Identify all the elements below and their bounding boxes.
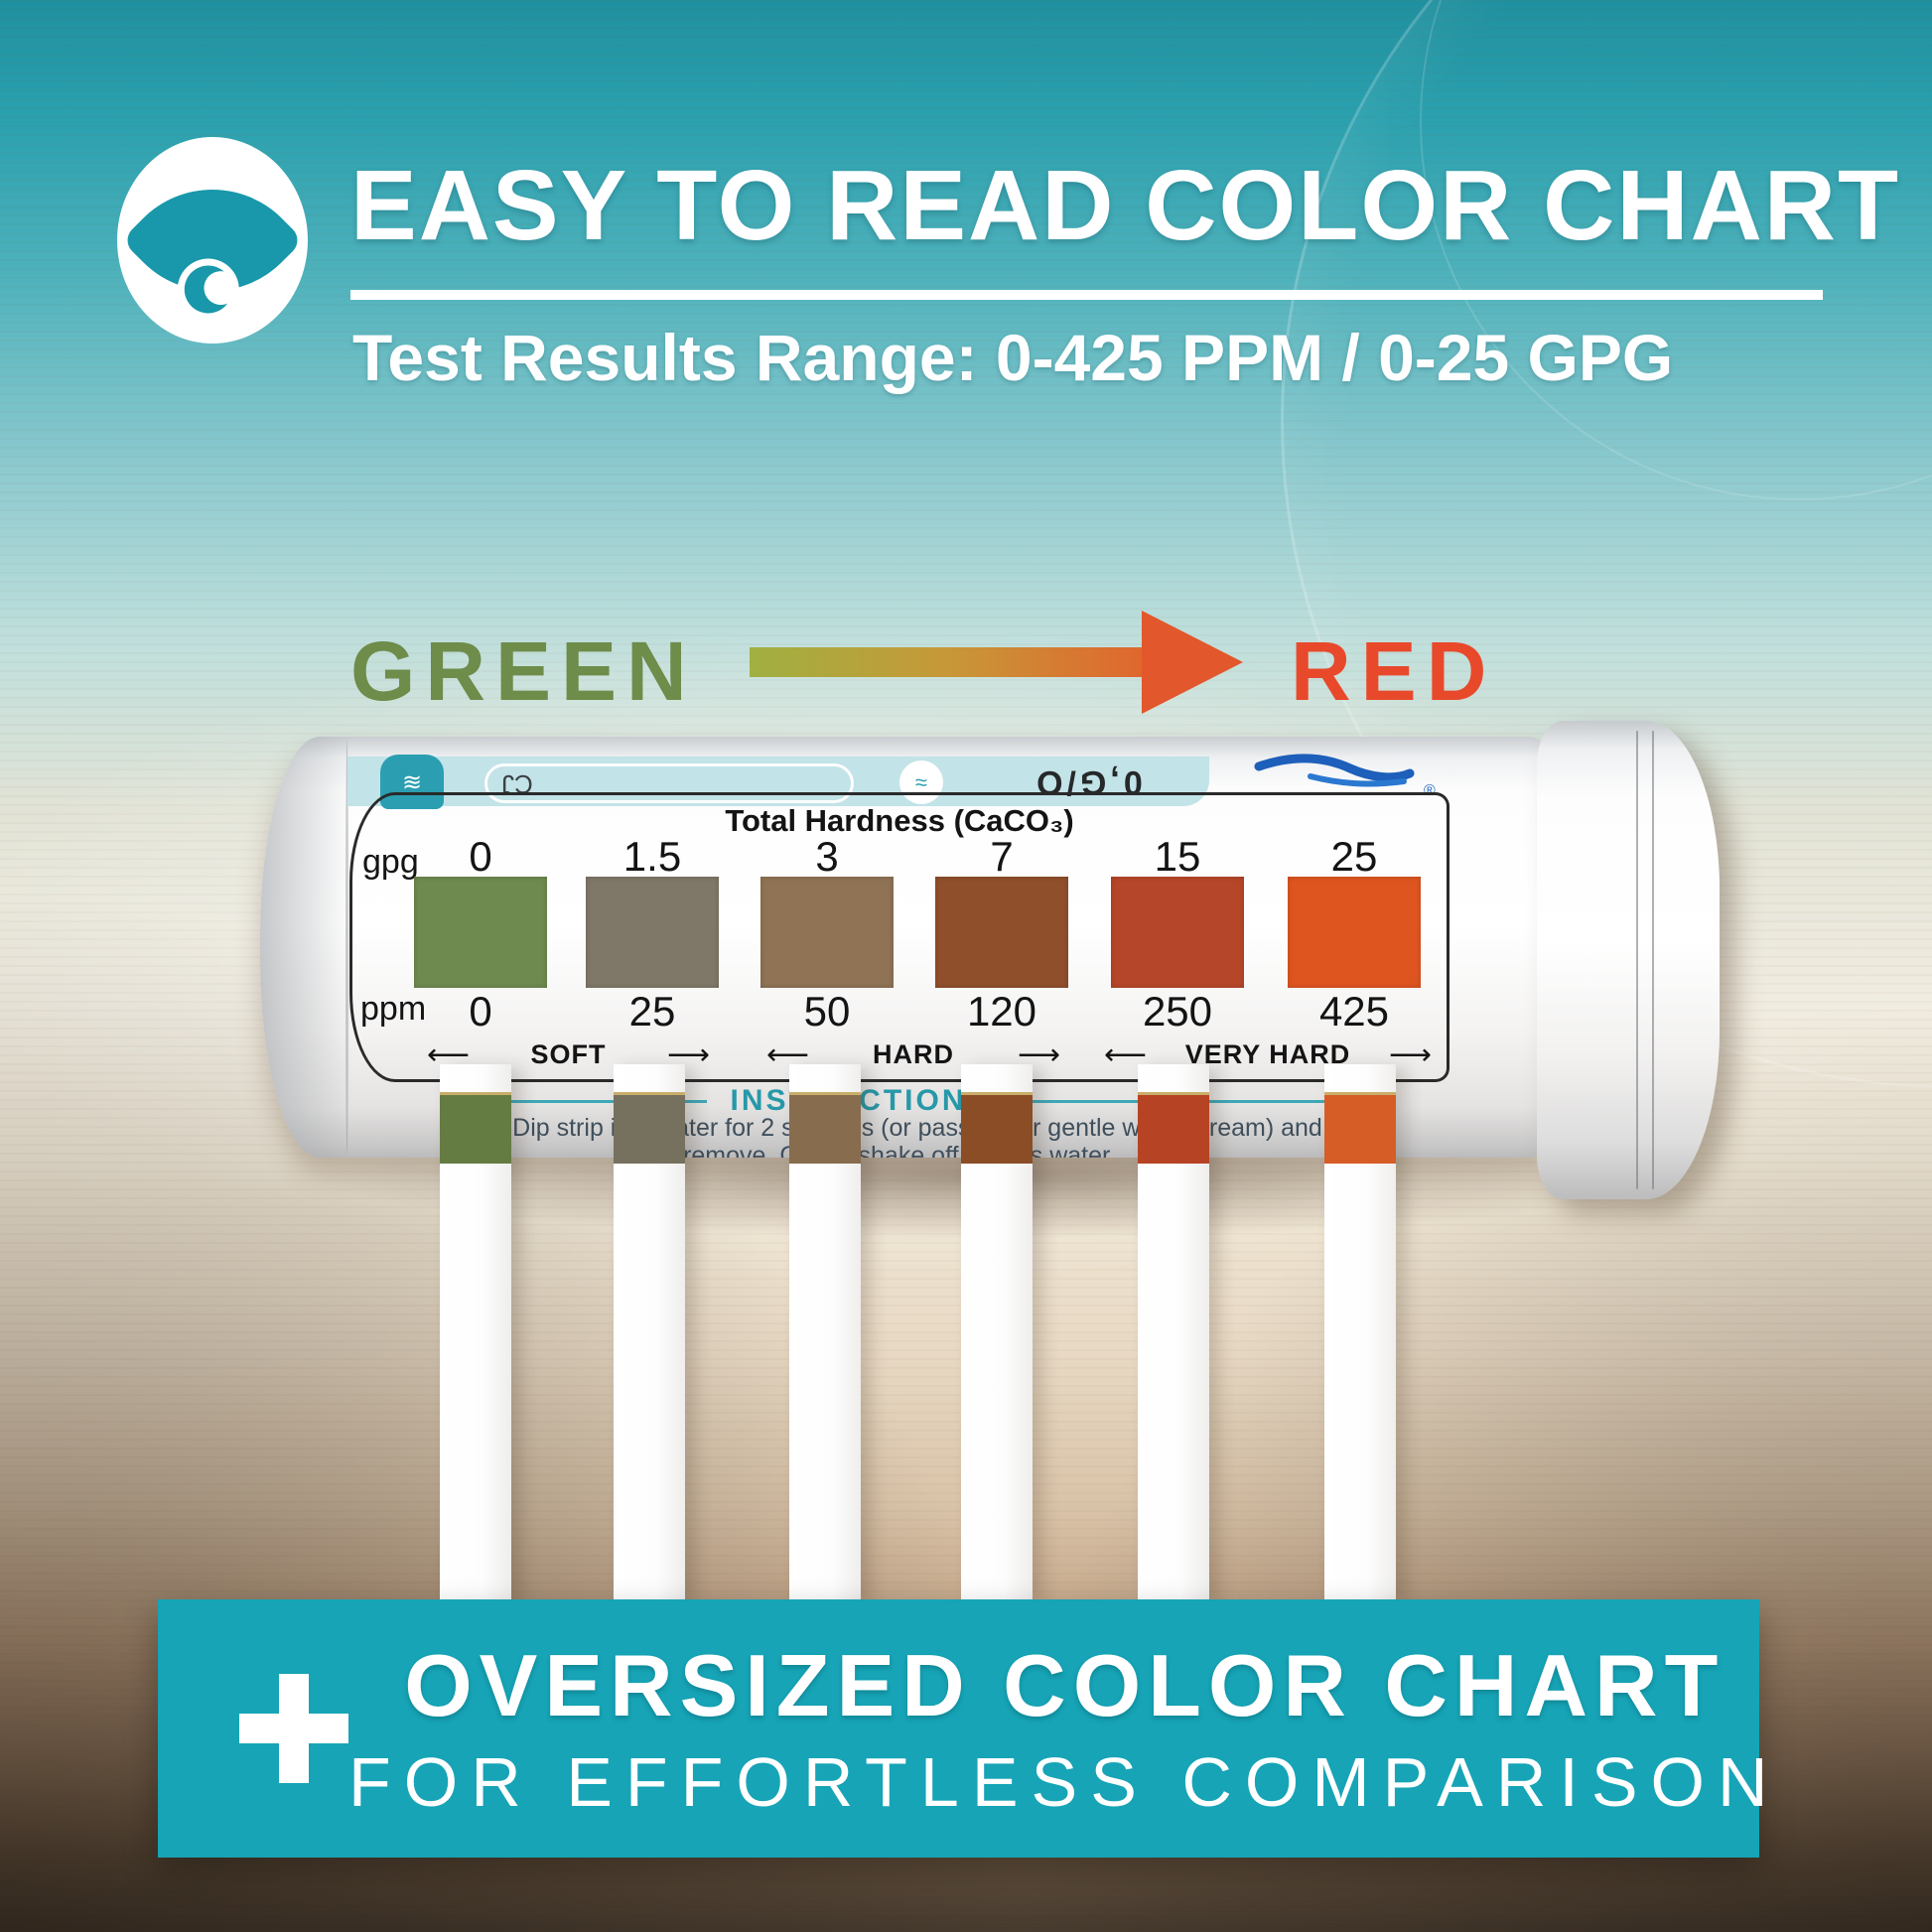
instructions-line1: 1Dip strip into water for 2 seconds (or …	[349, 1114, 1449, 1143]
registered-mark: ®	[1424, 782, 1436, 799]
eye-icon	[117, 137, 308, 344]
label-pill: CJ	[484, 763, 854, 803]
chart-column: 7 120	[935, 833, 1068, 1035]
brand-logo-icon	[1253, 751, 1416, 794]
color-swatch	[935, 877, 1068, 988]
hardness-chart: Total Hardness (CaCO₃) gpg ppm 0 0 1.5 2…	[349, 792, 1449, 1082]
ppm-unit-label: ppm	[360, 990, 427, 1028]
zone-hard: ⟵ HARD ⟶	[766, 1037, 1060, 1071]
strip-pad	[789, 1092, 861, 1164]
chart-column: 1.5 25	[586, 833, 719, 1035]
instructions-header: INSTRUCTIONS	[349, 1084, 1449, 1117]
test-strip-bottle: ≋ CJ ≈ 0,G/O ® Total Hardness (CaCO₃) gp…	[260, 737, 1555, 1158]
gpg-value: 3	[815, 833, 839, 880]
plus-icon	[239, 1674, 348, 1783]
test-strip	[961, 1064, 1033, 1599]
color-swatch	[1111, 877, 1244, 988]
chart-column: 25 425	[1288, 833, 1421, 1035]
bottle-cap	[1537, 721, 1720, 1199]
gpg-value: 0	[469, 833, 492, 880]
chart-column: 3 50	[760, 833, 894, 1035]
green-label: GREEN	[350, 624, 697, 718]
strip-pad	[440, 1092, 511, 1164]
gpg-value: 15	[1154, 833, 1201, 880]
gpg-value: 7	[990, 833, 1014, 880]
gpg-unit-label: gpg	[362, 843, 419, 881]
color-swatch	[414, 877, 547, 988]
right-arrow-icon: ⟶	[1388, 1037, 1432, 1071]
gpg-value: 25	[1330, 833, 1378, 880]
label-top-band: ≋ CJ ≈ 0,G/O	[347, 755, 1209, 809]
banner-title: OVERSIZED COLOR CHART	[404, 1636, 1725, 1734]
gpg-value: 1.5	[622, 833, 682, 880]
test-strip	[1138, 1064, 1209, 1599]
ppm-value: 120	[966, 988, 1037, 1035]
chart-title: Total Hardness (CaCO₃)	[725, 803, 1074, 838]
color-swatch	[1288, 877, 1421, 988]
color-swatch	[760, 877, 894, 988]
ppm-value: 425	[1318, 988, 1390, 1035]
strip-pad	[1138, 1092, 1209, 1164]
ppm-value: 50	[803, 988, 851, 1035]
test-strip	[614, 1064, 685, 1599]
chart-column: 15 250	[1111, 833, 1244, 1035]
bottom-banner: OVERSIZED COLOR CHART FOR EFFORTLESS COM…	[158, 1599, 1768, 1858]
page-title: EASY TO READ COLOR CHART	[350, 150, 1901, 261]
red-label: RED	[1291, 624, 1497, 718]
ppm-value: 0	[469, 988, 492, 1035]
title-underline	[350, 290, 1823, 300]
color-swatch	[586, 877, 719, 988]
test-strip	[789, 1064, 861, 1599]
zone-very-hard: ⟵ VERY HARD ⟶	[1104, 1037, 1432, 1071]
strip-pad	[961, 1092, 1033, 1164]
chart-column: 0 0	[414, 833, 547, 1035]
strip-pad	[614, 1092, 685, 1164]
test-strip	[1324, 1064, 1396, 1599]
banner-subtitle: FOR EFFORTLESS COMPARISON	[348, 1743, 1781, 1821]
page-subtitle: Test Results Range: 0-425 PPM / 0-25 GPG	[352, 321, 1674, 394]
test-strip	[440, 1064, 511, 1599]
instructions-line2: remove. Gently shake off excess water.	[683, 1142, 1116, 1158]
strip-pad	[1324, 1092, 1396, 1164]
gradient-arrow-icon	[750, 647, 1145, 677]
ppm-value: 25	[628, 988, 676, 1035]
ppm-value: 250	[1142, 988, 1213, 1035]
gradient-arrow-head-icon	[1142, 611, 1243, 714]
